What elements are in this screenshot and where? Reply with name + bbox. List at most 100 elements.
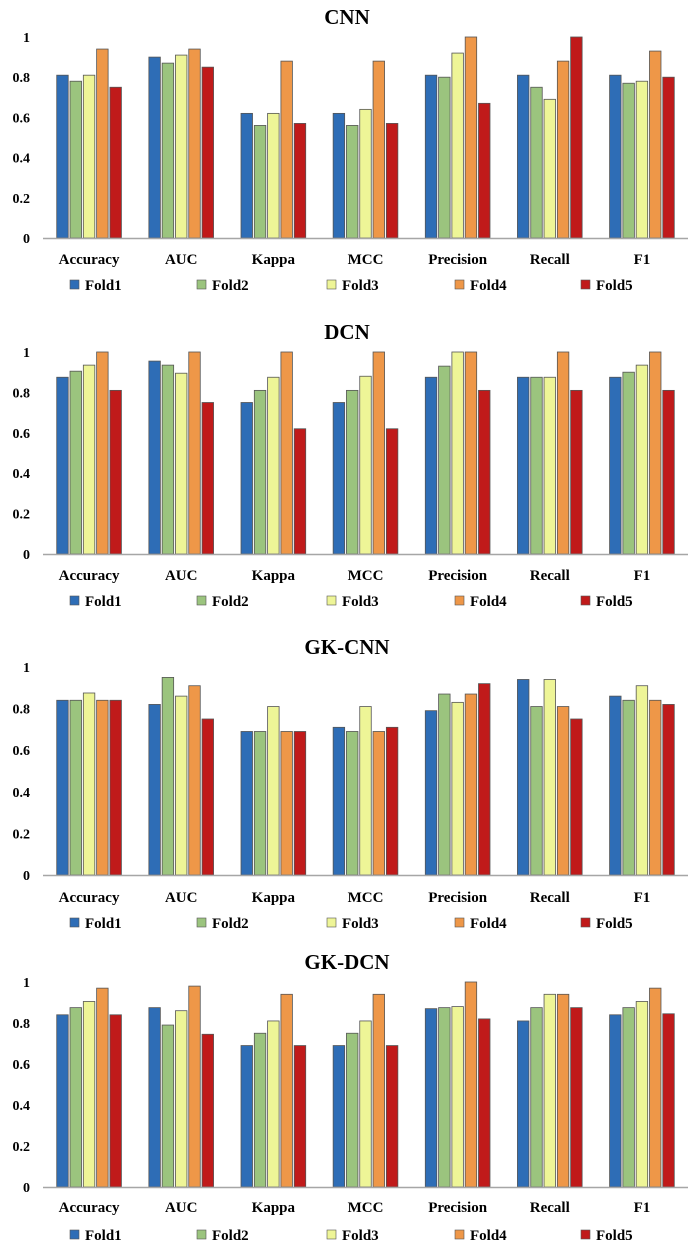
bar-fold5-accuracy bbox=[109, 389, 122, 555]
legend-swatch-fold2 bbox=[196, 595, 207, 606]
bar-fold3-auc bbox=[175, 1010, 188, 1188]
bar-fold4-precision bbox=[464, 36, 478, 239]
bar-fold5-precision bbox=[478, 683, 491, 876]
legend-swatch-fold4 bbox=[454, 1229, 465, 1240]
category-label: Recall bbox=[530, 252, 570, 268]
bar-fold4-f1 bbox=[649, 351, 662, 555]
legend-label: Fold3 bbox=[342, 1228, 379, 1244]
bar-fold2-auc bbox=[161, 1024, 175, 1188]
bar-fold2-mcc bbox=[346, 1032, 359, 1188]
bar-fold1-accuracy bbox=[56, 1014, 69, 1188]
bar-fold3-recall bbox=[543, 376, 556, 555]
category-label: Precision bbox=[428, 568, 488, 584]
bar-fold3-auc bbox=[175, 54, 188, 239]
bar-fold2-accuracy bbox=[69, 80, 82, 239]
legend-label: Fold4 bbox=[470, 594, 507, 610]
bar-fold5-kappa bbox=[293, 123, 307, 239]
bar-fold1-precision bbox=[424, 74, 438, 239]
bar-fold2-auc bbox=[161, 364, 175, 555]
bar-fold3-kappa bbox=[267, 706, 280, 876]
category-label: Accuracy bbox=[59, 568, 120, 584]
bar-fold3-auc bbox=[175, 372, 188, 555]
legend-swatch-fold5 bbox=[580, 1229, 591, 1240]
bar-fold1-recall bbox=[517, 74, 530, 239]
bar-fold3-mcc bbox=[359, 1020, 372, 1188]
chart-panel-dcn: DCN 0 0.2 0.4 0.6 0.8 1 Accuracy AUC Kappa MCC Prec… bbox=[0, 315, 694, 620]
legend-swatch-fold4 bbox=[454, 595, 465, 606]
bar-fold2-kappa bbox=[253, 731, 267, 876]
bar-fold4-recall bbox=[556, 60, 570, 239]
category-label: Accuracy bbox=[59, 252, 120, 268]
legend-swatch-fold5 bbox=[580, 917, 591, 928]
bar-fold2-kappa bbox=[253, 1032, 267, 1188]
bar-fold1-recall bbox=[517, 376, 530, 555]
legend-label: Fold4 bbox=[470, 278, 507, 294]
bar-fold3-kappa bbox=[267, 112, 280, 239]
legend-label: Fold1 bbox=[85, 1228, 122, 1244]
legend-swatch-fold2 bbox=[196, 279, 207, 290]
bar-fold3-mcc bbox=[359, 108, 372, 239]
y-tick-label: 1 bbox=[23, 346, 30, 361]
category-label: Kappa bbox=[252, 890, 296, 906]
category-label: AUC bbox=[165, 890, 198, 906]
bar-fold3-mcc bbox=[359, 375, 372, 555]
legend-label: Fold1 bbox=[85, 916, 122, 932]
bar-fold5-precision bbox=[478, 389, 491, 555]
legend-label: Fold5 bbox=[596, 916, 633, 932]
bar-fold4-accuracy bbox=[96, 987, 109, 1188]
bar-fold5-auc bbox=[201, 402, 214, 555]
bar-fold5-mcc bbox=[385, 726, 399, 876]
category-label: MCC bbox=[348, 1200, 384, 1216]
bar-fold4-kappa bbox=[280, 731, 293, 876]
category-label: Kappa bbox=[252, 568, 296, 584]
bar-fold2-mcc bbox=[346, 125, 359, 239]
bar-fold5-kappa bbox=[293, 428, 307, 555]
category-label: F1 bbox=[634, 252, 651, 268]
category-label: Accuracy bbox=[59, 1200, 120, 1216]
legend-swatch-fold3 bbox=[326, 279, 337, 290]
legend-label: Fold5 bbox=[596, 594, 633, 610]
legend-label: Fold2 bbox=[212, 594, 249, 610]
bar-fold3-recall bbox=[543, 993, 556, 1188]
legend-label: Fold2 bbox=[212, 916, 249, 932]
bar-fold4-f1 bbox=[649, 987, 662, 1188]
bar-fold1-mcc bbox=[332, 1045, 346, 1188]
legend-label: Fold1 bbox=[85, 278, 122, 294]
bar-fold5-mcc bbox=[385, 123, 399, 239]
bar-fold3-accuracy bbox=[82, 74, 96, 239]
legend-swatch-fold4 bbox=[454, 917, 465, 928]
category-label: MCC bbox=[348, 568, 384, 584]
legend-swatch-fold1 bbox=[69, 1229, 80, 1240]
legend-label: Fold1 bbox=[85, 594, 122, 610]
bar-fold5-precision bbox=[478, 102, 491, 239]
legend-swatch-fold1 bbox=[69, 595, 80, 606]
bar-fold1-auc bbox=[148, 56, 161, 239]
bar-fold3-precision bbox=[451, 52, 464, 239]
bar-fold5-accuracy bbox=[109, 699, 122, 876]
bar-fold5-f1 bbox=[662, 704, 675, 876]
bar-fold1-accuracy bbox=[56, 376, 69, 555]
bar-fold4-accuracy bbox=[96, 48, 109, 239]
y-tick-label: 0.8 bbox=[13, 1017, 31, 1032]
legend-label: Fold4 bbox=[470, 1228, 507, 1244]
legend-swatch-fold4 bbox=[454, 279, 465, 290]
bar-fold2-recall bbox=[530, 706, 543, 876]
bar-fold3-precision bbox=[451, 351, 464, 555]
bar-fold1-f1 bbox=[609, 74, 622, 239]
category-label: Precision bbox=[428, 252, 488, 268]
bar-fold5-precision bbox=[478, 1018, 491, 1188]
bar-fold1-kappa bbox=[240, 112, 253, 239]
bar-fold4-mcc bbox=[372, 993, 385, 1188]
y-tick-label: 1 bbox=[23, 31, 30, 46]
y-tick-label: 0.2 bbox=[13, 1140, 31, 1155]
category-label: MCC bbox=[348, 252, 384, 268]
bar-chart-svg: GK-CNN 0 0.2 0.4 0.6 0.8 1 Accuracy AUC Kappa MCC P… bbox=[13, 635, 688, 932]
bar-fold1-auc bbox=[148, 704, 161, 876]
bar-fold1-precision bbox=[424, 376, 438, 555]
y-tick-label: 0.6 bbox=[13, 111, 31, 126]
bar-fold4-kappa bbox=[280, 60, 293, 239]
y-tick-label: 0.6 bbox=[13, 1058, 31, 1073]
y-tick-label: 0.2 bbox=[13, 192, 31, 207]
bar-fold3-mcc bbox=[359, 706, 372, 876]
bar-fold5-mcc bbox=[385, 428, 399, 555]
